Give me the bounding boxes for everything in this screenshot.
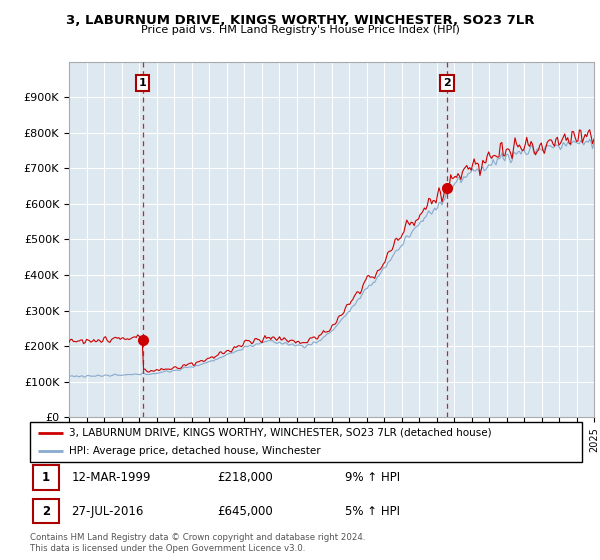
Text: £218,000: £218,000 [218,471,274,484]
Text: HPI: Average price, detached house, Winchester: HPI: Average price, detached house, Winc… [68,446,320,456]
Text: 1: 1 [42,471,50,484]
Text: Contains HM Land Registry data © Crown copyright and database right 2024.
This d: Contains HM Land Registry data © Crown c… [30,533,365,553]
Text: 12-MAR-1999: 12-MAR-1999 [71,471,151,484]
Text: 5% ↑ HPI: 5% ↑ HPI [344,505,400,517]
Text: 3, LABURNUM DRIVE, KINGS WORTHY, WINCHESTER, SO23 7LR: 3, LABURNUM DRIVE, KINGS WORTHY, WINCHES… [66,14,534,27]
Text: 9% ↑ HPI: 9% ↑ HPI [344,471,400,484]
FancyBboxPatch shape [33,465,59,490]
Text: 1: 1 [139,78,146,88]
Text: 2: 2 [443,78,451,88]
FancyBboxPatch shape [33,499,59,524]
Text: Price paid vs. HM Land Registry's House Price Index (HPI): Price paid vs. HM Land Registry's House … [140,25,460,35]
Text: £645,000: £645,000 [218,505,274,517]
Text: 2: 2 [42,505,50,517]
Text: 3, LABURNUM DRIVE, KINGS WORTHY, WINCHESTER, SO23 7LR (detached house): 3, LABURNUM DRIVE, KINGS WORTHY, WINCHES… [68,428,491,437]
Text: 27-JUL-2016: 27-JUL-2016 [71,505,144,517]
